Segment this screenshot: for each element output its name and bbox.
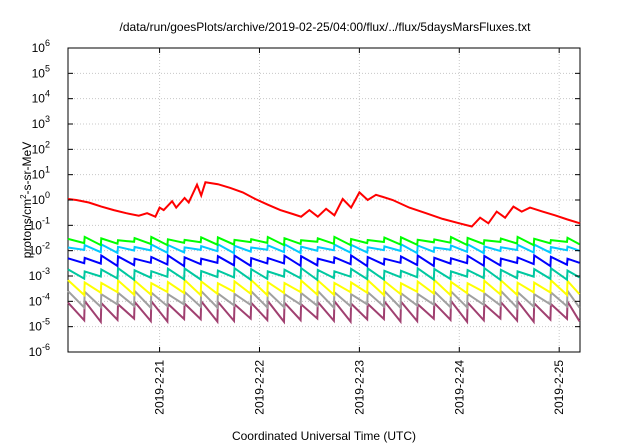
y-tick-label: 10-4: [29, 291, 50, 308]
y-ticks: 10-6 10-5 10-4 10-3 10-2 10-1 100 101 102 103 104 1…: [29, 38, 580, 359]
y-tick-label: 10-2: [29, 241, 50, 258]
x-tick-label: 2019-2-22: [252, 360, 266, 415]
flux-band-line: [67, 287, 581, 311]
x-tick-label: 2019-2-21: [153, 360, 167, 415]
flux-band-line: [67, 277, 581, 298]
x-tick-label: 2019-2-25: [552, 360, 566, 415]
y-tick-label: 10-1: [29, 215, 50, 232]
y-tick-label: 104: [32, 89, 50, 106]
y-tick-label: 100: [32, 190, 50, 207]
y-axis-label-base: protons/cm: [20, 199, 34, 258]
flux-band-line: [67, 253, 580, 268]
x-axis-label: Coordinated Universal Time (UTC): [232, 429, 416, 443]
y-tick-label: 103: [32, 114, 50, 131]
y-tick-label: 102: [32, 139, 50, 156]
y-axis-label: protons/cm2-s-sr-MeV: [19, 142, 34, 258]
y-tick-label: 105: [32, 63, 50, 80]
x-ticks: 2019-2-21 2019-2-22 2019-2-23 2019-2-24 2019…: [153, 48, 566, 415]
series-layer: [67, 181, 581, 228]
x-tick-label: 2019-2-23: [352, 360, 366, 415]
flux-band-line: [67, 242, 580, 255]
y-tick-label: 10-5: [29, 317, 50, 334]
flux-band-line: [67, 298, 581, 325]
y-tick-label: 106: [32, 38, 50, 55]
y-tick-label: 10-3: [29, 266, 50, 283]
series-line: [67, 181, 581, 228]
y-axis-label-sup: 2: [19, 194, 28, 199]
flux-band-line: [67, 235, 580, 247]
y-axis-label-rest: -s-sr-MeV: [20, 142, 34, 195]
bands-layer: [67, 235, 581, 325]
x-tick-label: 2019-2-24: [452, 360, 466, 415]
flux-band-line: [67, 266, 580, 282]
y-tick-label: 101: [32, 165, 50, 182]
y-tick-label: 10-6: [29, 342, 50, 359]
chart-title: /data/run/goesPlots/archive/2019-02-25/0…: [120, 20, 532, 34]
